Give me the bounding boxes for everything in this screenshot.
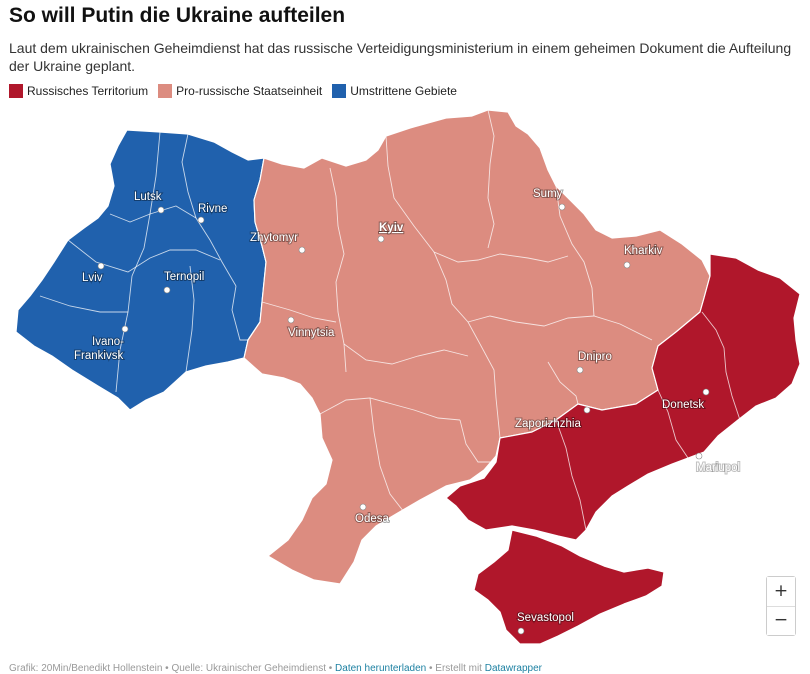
city-dot-kyiv[interactable]: [377, 235, 385, 243]
region-russian-crimea[interactable]: [473, 529, 665, 645]
city-dot-sevastopol[interactable]: [517, 627, 525, 635]
city-dot-ivano-frankivsk[interactable]: [121, 325, 129, 333]
city-dot-zaporizhzhia[interactable]: [583, 406, 591, 414]
legend-swatch-russian: [9, 84, 23, 98]
city-dot-mariupol[interactable]: [695, 452, 703, 460]
city-label-sevastopol: Sevastopol: [517, 612, 574, 624]
download-data-link[interactable]: Daten herunterladen: [335, 663, 427, 674]
oblast-borders: [39, 109, 741, 531]
city-label-donetsk: Donetsk: [662, 399, 704, 411]
ukraine-map[interactable]: Lutsk Rivne Lviv Ternopil Ivano- Frankiv…: [0, 100, 810, 660]
region-russian-east-south[interactable]: [445, 253, 801, 541]
legend-label-russian: Russisches Territorium: [27, 84, 149, 98]
footer-separator: • Erstellt mit: [426, 663, 485, 674]
city-label-zaporizhzhia: Zaporizhzhia: [515, 418, 581, 430]
legend: Russisches Territorium Pro-russische Sta…: [9, 84, 457, 98]
city-label-dnipro: Dnipro: [578, 351, 612, 363]
city-dot-sumy[interactable]: [558, 203, 566, 211]
city-label-ivano-frankivsk-line1: Ivano-: [92, 336, 124, 348]
map-svg[interactable]: Lutsk Rivne Lviv Ternopil Ivano- Frankiv…: [0, 100, 810, 660]
map-subtitle: Laut dem ukrainischen Geheimdienst hat d…: [9, 40, 792, 74]
city-label-sumy: Sumy: [533, 188, 563, 200]
zoom-in-button[interactable]: +: [767, 577, 795, 606]
legend-item-disputed: Umstrittene Gebiete: [332, 84, 457, 98]
city-label-lutsk: Lutsk: [134, 191, 162, 203]
city-dot-rivne[interactable]: [197, 216, 205, 224]
city-label-mariupol: Mariupol: [696, 462, 740, 474]
datawrapper-link[interactable]: Datawrapper: [484, 663, 543, 674]
legend-item-pro-russian: Pro-russische Staatseinheit: [158, 84, 322, 98]
city-dot-vinnytsia[interactable]: [287, 316, 295, 324]
city-dot-kharkiv[interactable]: [623, 261, 631, 269]
zoom-out-button[interactable]: −: [767, 605, 795, 635]
city-dot-ternopil[interactable]: [163, 286, 171, 294]
city-label-kharkiv: Kharkiv: [624, 245, 663, 257]
city-label-ivano-frankivsk-line2: Frankivsk: [74, 350, 123, 362]
city-dot-donetsk[interactable]: [702, 388, 710, 396]
legend-label-disputed: Umstrittene Gebiete: [350, 84, 457, 98]
city-dot-zhytomyr[interactable]: [298, 246, 306, 254]
region-disputed[interactable]: [15, 129, 267, 411]
city-dot-lviv[interactable]: [97, 262, 105, 270]
legend-label-pro-russian: Pro-russische Staatseinheit: [176, 84, 323, 98]
legend-swatch-pro-russian: [158, 84, 173, 98]
city-label-zhytomyr: Zhytomyr: [250, 232, 298, 244]
footer-credit-text: Grafik: 20Min/Benedikt Hollenstein • Que…: [9, 663, 336, 674]
city-label-vinnytsia: Vinnytsia: [288, 327, 335, 339]
city-label-lviv: Lviv: [82, 272, 103, 284]
city-dot-dnipro[interactable]: [576, 366, 584, 374]
city-label-ternopil: Ternopil: [164, 271, 204, 283]
city-label-rivne: Rivne: [198, 203, 227, 215]
map-title: So will Putin die Ukraine aufteilen: [9, 4, 346, 27]
city-label-odesa: Odesa: [355, 513, 389, 525]
city-label-kyiv: Kyiv: [379, 222, 404, 234]
city-dot-odesa[interactable]: [359, 503, 367, 511]
city-dot-lutsk[interactable]: [157, 206, 165, 214]
legend-item-russian: Russisches Territorium: [9, 84, 148, 98]
city-markers: Lutsk Rivne Lviv Ternopil Ivano- Frankiv…: [73, 187, 741, 635]
footer-credit: Grafik: 20Min/Benedikt Hollenstein • Que…: [9, 663, 542, 674]
legend-swatch-disputed: [332, 84, 347, 98]
zoom-controls: + −: [766, 576, 796, 636]
